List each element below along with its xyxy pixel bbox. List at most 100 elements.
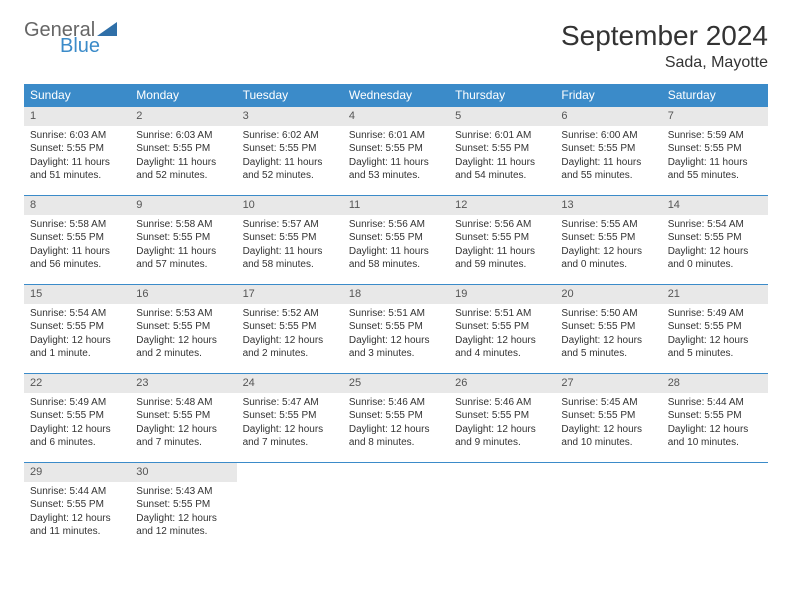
daylight-text: Daylight: 11 hours and 56 minutes.: [30, 245, 124, 272]
sunset-text: Sunset: 5:55 PM: [349, 320, 443, 334]
sunset-text: Sunset: 5:55 PM: [455, 142, 549, 156]
day-header-monday: Monday: [130, 84, 236, 106]
day-body: Sunrise: 5:54 AMSunset: 5:55 PMDaylight:…: [662, 215, 768, 278]
day-number: 23: [130, 374, 236, 393]
sunrise-text: Sunrise: 6:01 AM: [455, 129, 549, 143]
sunrise-text: Sunrise: 5:51 AM: [455, 307, 549, 321]
sunset-text: Sunset: 5:55 PM: [561, 231, 655, 245]
week-row: 1Sunrise: 6:03 AMSunset: 5:55 PMDaylight…: [24, 106, 768, 195]
sunrise-text: Sunrise: 5:54 AM: [30, 307, 124, 321]
day-cell: 30Sunrise: 5:43 AMSunset: 5:55 PMDayligh…: [130, 463, 236, 551]
day-body: Sunrise: 5:43 AMSunset: 5:55 PMDaylight:…: [130, 482, 236, 545]
sunset-text: Sunset: 5:55 PM: [136, 409, 230, 423]
day-body: Sunrise: 5:57 AMSunset: 5:55 PMDaylight:…: [237, 215, 343, 278]
day-number: 11: [343, 196, 449, 215]
logo: General Blue: [24, 20, 117, 56]
sunset-text: Sunset: 5:55 PM: [668, 409, 762, 423]
daylight-text: Daylight: 11 hours and 58 minutes.: [349, 245, 443, 272]
day-body: Sunrise: 6:01 AMSunset: 5:55 PMDaylight:…: [343, 126, 449, 189]
day-cell: 14Sunrise: 5:54 AMSunset: 5:55 PMDayligh…: [662, 196, 768, 284]
day-number: 13: [555, 196, 661, 215]
sunset-text: Sunset: 5:55 PM: [668, 231, 762, 245]
sunset-text: Sunset: 5:55 PM: [561, 320, 655, 334]
sunrise-text: Sunrise: 6:00 AM: [561, 129, 655, 143]
daylight-text: Daylight: 11 hours and 55 minutes.: [668, 156, 762, 183]
day-body: Sunrise: 5:49 AMSunset: 5:55 PMDaylight:…: [662, 304, 768, 367]
sunrise-text: Sunrise: 5:48 AM: [136, 396, 230, 410]
sunset-text: Sunset: 5:55 PM: [455, 409, 549, 423]
title-block: September 2024 Sada, Mayotte: [561, 20, 768, 72]
logo-text-block: General Blue: [24, 20, 117, 56]
day-body: Sunrise: 6:00 AMSunset: 5:55 PMDaylight:…: [555, 126, 661, 189]
sunrise-text: Sunrise: 5:53 AM: [136, 307, 230, 321]
day-cell: [662, 463, 768, 551]
day-body: Sunrise: 5:56 AMSunset: 5:55 PMDaylight:…: [449, 215, 555, 278]
daylight-text: Daylight: 11 hours and 51 minutes.: [30, 156, 124, 183]
day-body: Sunrise: 5:49 AMSunset: 5:55 PMDaylight:…: [24, 393, 130, 456]
day-body: Sunrise: 5:59 AMSunset: 5:55 PMDaylight:…: [662, 126, 768, 189]
day-body: Sunrise: 5:45 AMSunset: 5:55 PMDaylight:…: [555, 393, 661, 456]
day-cell: 22Sunrise: 5:49 AMSunset: 5:55 PMDayligh…: [24, 374, 130, 462]
sunrise-text: Sunrise: 6:03 AM: [30, 129, 124, 143]
sunset-text: Sunset: 5:55 PM: [349, 231, 443, 245]
sunset-text: Sunset: 5:55 PM: [243, 231, 337, 245]
day-body: Sunrise: 6:03 AMSunset: 5:55 PMDaylight:…: [24, 126, 130, 189]
day-cell: 5Sunrise: 6:01 AMSunset: 5:55 PMDaylight…: [449, 107, 555, 195]
day-number: 28: [662, 374, 768, 393]
sunrise-text: Sunrise: 5:44 AM: [668, 396, 762, 410]
sunrise-text: Sunrise: 5:54 AM: [668, 218, 762, 232]
day-number: 16: [130, 285, 236, 304]
day-cell: [449, 463, 555, 551]
daylight-text: Daylight: 12 hours and 11 minutes.: [30, 512, 124, 539]
day-body: Sunrise: 5:51 AMSunset: 5:55 PMDaylight:…: [343, 304, 449, 367]
daylight-text: Daylight: 12 hours and 7 minutes.: [243, 423, 337, 450]
day-header-tuesday: Tuesday: [237, 84, 343, 106]
day-cell: 8Sunrise: 5:58 AMSunset: 5:55 PMDaylight…: [24, 196, 130, 284]
day-body: Sunrise: 5:56 AMSunset: 5:55 PMDaylight:…: [343, 215, 449, 278]
day-cell: 20Sunrise: 5:50 AMSunset: 5:55 PMDayligh…: [555, 285, 661, 373]
day-body: Sunrise: 5:44 AMSunset: 5:55 PMDaylight:…: [662, 393, 768, 456]
week-row: 22Sunrise: 5:49 AMSunset: 5:55 PMDayligh…: [24, 373, 768, 462]
day-body: Sunrise: 5:48 AMSunset: 5:55 PMDaylight:…: [130, 393, 236, 456]
sunrise-text: Sunrise: 5:51 AM: [349, 307, 443, 321]
day-cell: 3Sunrise: 6:02 AMSunset: 5:55 PMDaylight…: [237, 107, 343, 195]
day-number: 29: [24, 463, 130, 482]
day-body: Sunrise: 5:47 AMSunset: 5:55 PMDaylight:…: [237, 393, 343, 456]
day-number: 7: [662, 107, 768, 126]
calendar: SundayMondayTuesdayWednesdayThursdayFrid…: [24, 84, 768, 551]
day-number: 3: [237, 107, 343, 126]
day-header-wednesday: Wednesday: [343, 84, 449, 106]
day-number: 12: [449, 196, 555, 215]
sunrise-text: Sunrise: 5:56 AM: [349, 218, 443, 232]
sunrise-text: Sunrise: 5:47 AM: [243, 396, 337, 410]
sunset-text: Sunset: 5:55 PM: [561, 409, 655, 423]
sunset-text: Sunset: 5:55 PM: [30, 142, 124, 156]
day-number: 18: [343, 285, 449, 304]
day-cell: 13Sunrise: 5:55 AMSunset: 5:55 PMDayligh…: [555, 196, 661, 284]
daylight-text: Daylight: 12 hours and 3 minutes.: [349, 334, 443, 361]
sunrise-text: Sunrise: 5:49 AM: [30, 396, 124, 410]
sunset-text: Sunset: 5:55 PM: [243, 142, 337, 156]
sunset-text: Sunset: 5:55 PM: [30, 320, 124, 334]
day-number: 19: [449, 285, 555, 304]
day-body: Sunrise: 5:55 AMSunset: 5:55 PMDaylight:…: [555, 215, 661, 278]
day-cell: 18Sunrise: 5:51 AMSunset: 5:55 PMDayligh…: [343, 285, 449, 373]
day-number: 10: [237, 196, 343, 215]
daylight-text: Daylight: 11 hours and 57 minutes.: [136, 245, 230, 272]
day-number: 26: [449, 374, 555, 393]
sunset-text: Sunset: 5:55 PM: [455, 231, 549, 245]
sunset-text: Sunset: 5:55 PM: [30, 409, 124, 423]
daylight-text: Daylight: 12 hours and 2 minutes.: [243, 334, 337, 361]
day-cell: 28Sunrise: 5:44 AMSunset: 5:55 PMDayligh…: [662, 374, 768, 462]
daylight-text: Daylight: 12 hours and 8 minutes.: [349, 423, 443, 450]
day-cell: 6Sunrise: 6:00 AMSunset: 5:55 PMDaylight…: [555, 107, 661, 195]
daylight-text: Daylight: 11 hours and 59 minutes.: [455, 245, 549, 272]
day-cell: 26Sunrise: 5:46 AMSunset: 5:55 PMDayligh…: [449, 374, 555, 462]
sunrise-text: Sunrise: 5:56 AM: [455, 218, 549, 232]
day-body: Sunrise: 6:03 AMSunset: 5:55 PMDaylight:…: [130, 126, 236, 189]
day-cell: 4Sunrise: 6:01 AMSunset: 5:55 PMDaylight…: [343, 107, 449, 195]
day-number: 30: [130, 463, 236, 482]
sunrise-text: Sunrise: 6:01 AM: [349, 129, 443, 143]
sunset-text: Sunset: 5:55 PM: [668, 142, 762, 156]
month-title: September 2024: [561, 20, 768, 52]
